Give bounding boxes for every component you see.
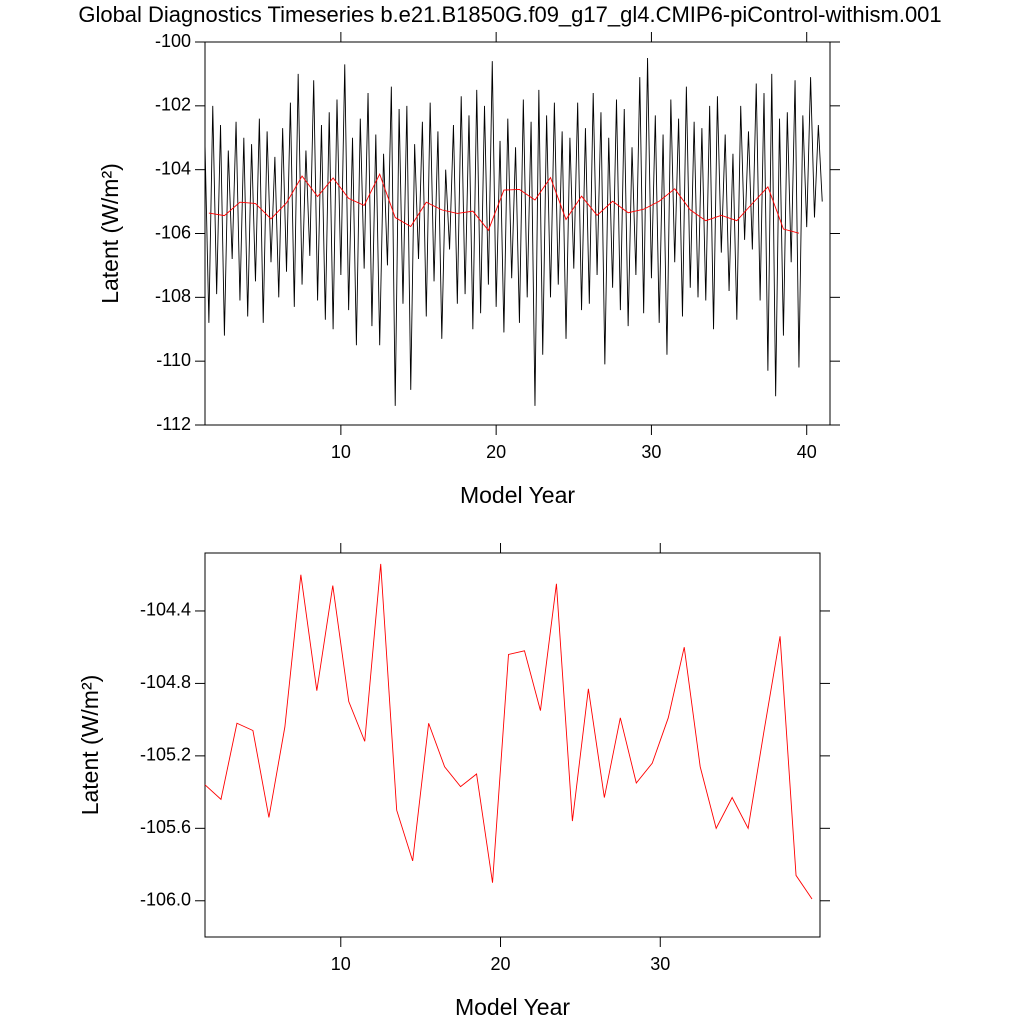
x-tick-label: 40 (797, 442, 817, 462)
x-tick-label: 20 (491, 954, 511, 974)
data-line (208, 172, 800, 234)
y-axis-label: Latent (W/m²) (97, 163, 123, 304)
x-tick-label: 10 (331, 954, 351, 974)
y-tick-label: -104 (155, 158, 191, 178)
y-tick-label: -100 (155, 31, 191, 51)
y-tick-label: -104.8 (140, 672, 191, 692)
y-tick-label: -106 (155, 222, 191, 242)
y-tick-label: -105.6 (140, 817, 191, 837)
x-axis-label: Model Year (460, 482, 575, 508)
x-tick-label: 30 (650, 954, 670, 974)
x-axis-label: Model Year (455, 994, 570, 1020)
chart-title: Global Diagnostics Timeseries b.e21.B185… (78, 2, 941, 27)
y-tick-label: -110 (156, 350, 191, 370)
data-line (204, 57, 823, 406)
y-tick-label: -102 (155, 95, 191, 115)
plot-frame (204, 552, 821, 938)
x-tick-label: 10 (331, 442, 351, 462)
y-tick-label: -105.2 (140, 745, 191, 765)
data-line (204, 563, 813, 900)
y-tick-label: -104.4 (140, 600, 191, 620)
x-tick-label: 20 (486, 442, 506, 462)
y-tick-label: -112 (156, 414, 191, 434)
y-axis-label: Latent (W/m²) (77, 675, 103, 816)
y-tick-label: -106.0 (140, 890, 191, 910)
y-tick-label: -108 (155, 286, 191, 306)
x-tick-label: 30 (641, 442, 661, 462)
